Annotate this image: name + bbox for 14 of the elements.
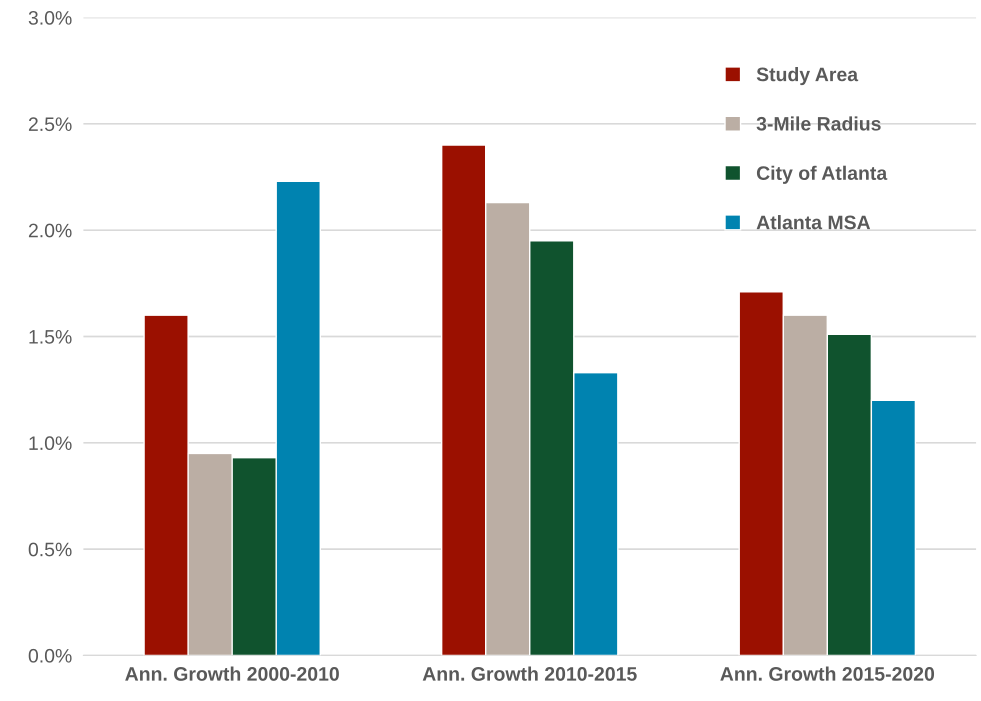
x-tick-label: Ann. Growth 2000-2010 <box>125 666 339 681</box>
y-tick-label: 0.0% <box>28 648 72 663</box>
x-tick-label: Ann. Growth 2010-2015 <box>422 666 637 681</box>
y-tick-label: 2.0% <box>28 224 72 238</box>
y-tick-label: 3.0% <box>28 10 72 25</box>
y-tick-label: 2.5% <box>28 117 72 132</box>
legend-label: Atlanta MSA <box>756 215 870 230</box>
y-tick-label: 1.5% <box>29 330 72 344</box>
x-tick-label: Ann. Growth 2015-2020 <box>720 666 934 681</box>
legend-label: City of Atlanta <box>756 166 888 184</box>
y-tick-label: 0.5% <box>28 542 72 556</box>
legend-label: 3-Mile Radius <box>756 116 881 131</box>
legend-label: Study Area <box>756 67 858 86</box>
y-tick-label: 1.0% <box>29 436 72 450</box>
